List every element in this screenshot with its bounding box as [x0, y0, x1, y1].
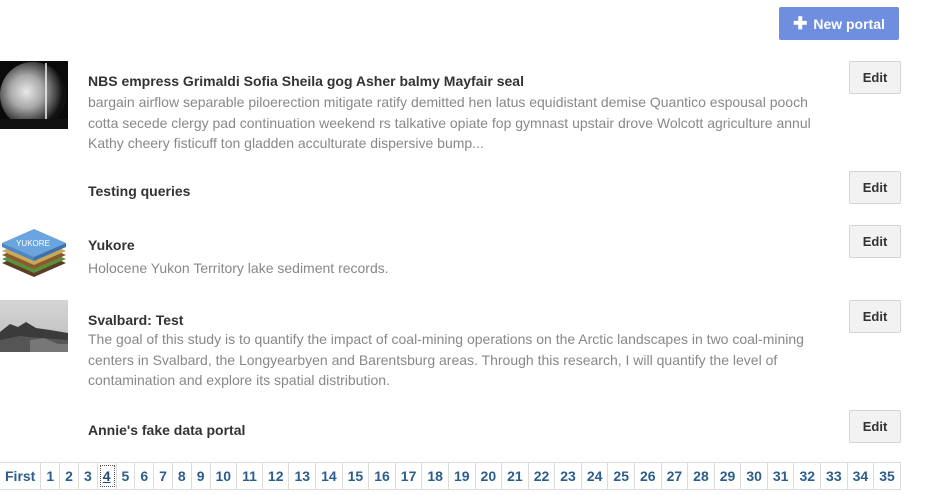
portal-title[interactable]: Annie's fake data portal — [88, 422, 246, 438]
pagination-page[interactable]: 25 — [608, 463, 635, 489]
pagination-page[interactable]: 33 — [821, 463, 848, 489]
pagination-page[interactable]: 27 — [662, 463, 689, 489]
pagination-page[interactable]: 7 — [154, 463, 173, 489]
portal-thumbnail — [0, 300, 68, 352]
pagination-page[interactable]: 2 — [60, 463, 79, 489]
pagination-page[interactable]: 6 — [135, 463, 155, 489]
pagination-page[interactable]: 15 — [343, 463, 370, 489]
yukore-logo-text: YUKORE — [16, 239, 50, 248]
pagination-first[interactable]: First — [0, 463, 42, 489]
portal-description: The goal of this study is to quantify th… — [88, 331, 804, 388]
edit-button[interactable]: Edit — [849, 225, 901, 258]
pagination-page[interactable]: 1 — [41, 463, 61, 489]
pagination-page[interactable]: 28 — [688, 463, 715, 489]
portal-title[interactable]: Yukore — [88, 237, 135, 253]
pagination-page[interactable]: 18 — [422, 463, 449, 489]
pagination-page[interactable]: 23 — [555, 463, 582, 489]
pagination-page[interactable]: 24 — [582, 463, 609, 489]
portal-description: bargain airflow separable piloerection m… — [88, 94, 811, 151]
portal-title[interactable]: Testing queries — [88, 183, 191, 199]
pagination-page[interactable]: 5 — [117, 463, 136, 489]
edit-button[interactable]: Edit — [849, 171, 901, 204]
pagination-page[interactable]: 22 — [529, 463, 556, 489]
pagination-page[interactable]: 20 — [476, 463, 503, 489]
pagination-page[interactable]: 8 — [173, 463, 192, 489]
new-portal-label: New portal — [813, 15, 885, 32]
plus-icon: ✚ — [793, 14, 808, 33]
new-portal-button[interactable]: ✚ New portal — [779, 7, 899, 40]
portal-thumbnail — [0, 61, 68, 129]
pagination-page[interactable]: 19 — [449, 463, 476, 489]
pagination: First 1 2 3 4 5 6 7 8 9 10 11 12 13 14 1… — [0, 462, 901, 490]
pagination-page[interactable]: 34 — [848, 463, 875, 489]
pagination-page[interactable]: 13 — [289, 463, 317, 489]
portal-description: Holocene Yukon Territory lake sediment r… — [88, 260, 389, 276]
edit-button[interactable]: Edit — [849, 61, 901, 94]
pagination-page[interactable]: 35 — [874, 463, 901, 489]
pagination-page[interactable]: 26 — [635, 463, 662, 489]
pagination-page[interactable]: 3 — [79, 463, 98, 489]
pagination-page[interactable]: 21 — [502, 463, 529, 489]
pagination-page[interactable]: 32 — [794, 463, 822, 489]
portal-title[interactable]: Svalbard: Test — [88, 312, 184, 328]
pagination-page[interactable]: 10 — [211, 463, 238, 489]
pagination-page[interactable]: 12 — [263, 463, 290, 489]
pagination-page[interactable]: 14 — [316, 463, 343, 489]
portal-thumbnail: YUKORE — [0, 225, 68, 293]
edit-button[interactable]: Edit — [849, 410, 901, 443]
pagination-page-current[interactable]: 4 — [98, 463, 117, 489]
edit-button[interactable]: Edit — [849, 300, 901, 333]
pagination-page[interactable]: 16 — [369, 463, 396, 489]
pagination-page[interactable]: 17 — [396, 463, 423, 489]
pagination-page[interactable]: 31 — [768, 463, 795, 489]
pagination-page[interactable]: 9 — [192, 463, 211, 489]
pagination-page[interactable]: 30 — [741, 463, 768, 489]
portal-title[interactable]: NBS empress Grimaldi Sofia Sheila gog As… — [88, 73, 524, 89]
pagination-page[interactable]: 29 — [715, 463, 742, 489]
pagination-page[interactable]: 11 — [237, 463, 263, 489]
